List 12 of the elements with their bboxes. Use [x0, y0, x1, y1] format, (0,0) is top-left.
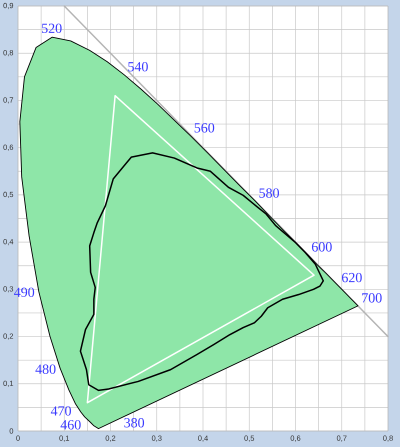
annotation: 600 — [312, 242, 332, 252]
annotation: 540 — [128, 62, 148, 72]
annotation: 560 — [194, 123, 214, 133]
annotation: 380 — [124, 418, 144, 428]
annotation: 480 — [35, 364, 56, 374]
annotation: 490 — [14, 288, 34, 298]
annotation: 580 — [259, 188, 279, 198]
annotation: 470 — [50, 406, 71, 416]
annotation: 520 — [42, 24, 62, 34]
annotation: 460 — [60, 420, 81, 430]
annotation: 620 — [342, 272, 362, 282]
annotation: 700 — [362, 293, 382, 303]
